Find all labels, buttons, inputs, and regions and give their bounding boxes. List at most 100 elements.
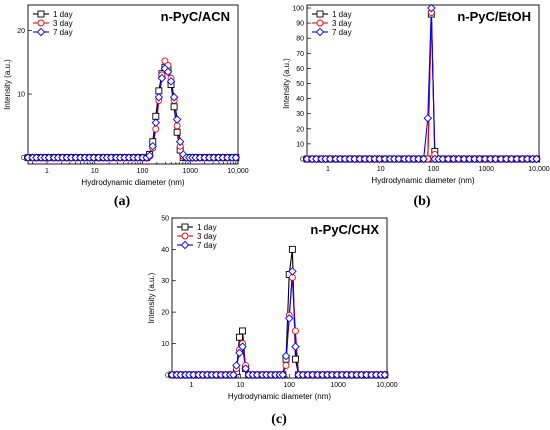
data-point: [291, 355, 299, 363]
data-point: [154, 92, 164, 102]
panel-letter: (c): [271, 412, 287, 427]
data-point: [291, 327, 299, 335]
data-point: [169, 92, 179, 102]
data-point: [173, 122, 181, 130]
y-tick-label: 0: [300, 156, 304, 163]
y-tick-label: 80: [296, 36, 304, 43]
x-tick-label: 1000: [330, 382, 346, 389]
panel-title: n-PyC/ACN: [161, 9, 230, 24]
panel-title: n-PyC/CHX: [310, 222, 379, 237]
x-tick-label: 10: [236, 382, 244, 389]
panel-c-chx: 1 10 100 1000 10,000 0 10 20 30 40 50 Hydrodynamic …: [147, 216, 398, 428]
panel-letter: (a): [114, 194, 131, 209]
y-tick-label: 40: [161, 247, 169, 254]
series-line-7-day: [172, 271, 385, 376]
x-tick-label: 10,000: [528, 166, 550, 173]
data-point: [152, 125, 160, 133]
data-point: [231, 153, 241, 162]
legend-marker: [36, 27, 46, 37]
legend-marker: [37, 10, 45, 18]
y-tick-label: 90: [296, 21, 304, 28]
y-tick-label: 20: [161, 310, 169, 317]
data-point: [152, 112, 160, 120]
legend-marker: [181, 223, 189, 231]
data-point: [282, 362, 290, 369]
data-point: [173, 128, 181, 136]
data-point: [291, 342, 300, 351]
legend-label: 3 day: [53, 19, 73, 28]
legend-label: 7 day: [332, 28, 352, 37]
data-point: [239, 327, 247, 335]
data-point: [380, 370, 389, 380]
data-point: [278, 370, 288, 380]
x-tick-label: 100: [283, 382, 295, 389]
y-tick-label: 10: [161, 341, 169, 348]
series-line-3-day: [172, 277, 385, 376]
y-tick-label: 40: [296, 96, 304, 103]
legend-marker: [181, 232, 189, 240]
series-line-7-day: [28, 67, 236, 159]
x-tick-label: 10: [91, 168, 99, 175]
y-tick-label: 50: [161, 216, 169, 223]
y-tick-label: 100: [292, 6, 304, 13]
data-point: [288, 267, 297, 276]
legend-label: 7 day: [197, 241, 217, 250]
data-point: [281, 351, 291, 361]
data-point: [284, 314, 294, 323]
data-point: [232, 361, 241, 370]
x-tick-label: 10,000: [376, 382, 398, 389]
x-tick-label: 10: [377, 166, 385, 173]
data-point: [423, 113, 433, 123]
data-point: [532, 154, 541, 164]
series-line-3-day: [28, 59, 236, 159]
legend-marker: [37, 19, 45, 27]
legend-label: 1 day: [197, 223, 217, 232]
data-point: [235, 348, 244, 358]
panel-b-etoh: 1 10 100 1000 10,000 0 10 20 30 40 50 60 70 80 90 100 Hy…: [282, 3, 550, 209]
plot-frame: [27, 4, 239, 165]
x-tick-label: 1: [45, 168, 49, 175]
y-tick-label: 10: [296, 141, 304, 148]
legend-marker: [315, 27, 325, 37]
data-point: [394, 154, 404, 164]
x-axis-label: Hydrodynamic diameter (nm): [371, 176, 474, 185]
legend-label: 3 day: [332, 19, 352, 28]
panel-letter: (b): [413, 194, 430, 209]
data-point: [229, 370, 238, 380]
legend-marker: [316, 10, 324, 18]
legend-label: 1 day: [53, 10, 73, 19]
data-point: [151, 118, 161, 127]
series-line-1-day: [172, 249, 385, 376]
data-point: [148, 141, 157, 151]
x-tick-label: 10,000: [227, 168, 249, 175]
x-axis-label: Hydrodynamic diameter (nm): [81, 178, 184, 187]
x-tick-label: 1000: [182, 168, 198, 175]
y-axis-label: Intensity (a.u.): [3, 59, 12, 110]
data-point: [163, 67, 173, 77]
panel-a-acn: 1 10 100 1000 10,000 0 10 20 Hydrodynamic diamet…: [3, 4, 249, 209]
data-point: [236, 333, 243, 341]
legend-label: 1 day: [332, 10, 352, 19]
panel-title: n-PyC/EtOH: [457, 9, 531, 24]
data-point: [155, 87, 163, 95]
x-tick-label: 1000: [478, 166, 494, 173]
x-tick-label: 100: [428, 166, 440, 173]
y-axis-label: Intensity (a.u.): [282, 58, 291, 109]
x-tick-label: 100: [137, 168, 149, 175]
data-point: [241, 364, 250, 373]
y-tick-label: 20: [296, 126, 304, 133]
data-point: [170, 103, 178, 111]
data-point: [145, 151, 154, 160]
data-point: [166, 77, 176, 86]
y-tick-label: 10: [17, 92, 25, 99]
y-axis-label: Intensity (a.u.): [147, 272, 156, 323]
y-tick-label: 50: [296, 81, 304, 88]
data-point: [288, 245, 296, 253]
data-point: [238, 342, 247, 351]
y-tick-label: 0: [165, 372, 169, 379]
x-tick-label: 1: [326, 166, 330, 173]
